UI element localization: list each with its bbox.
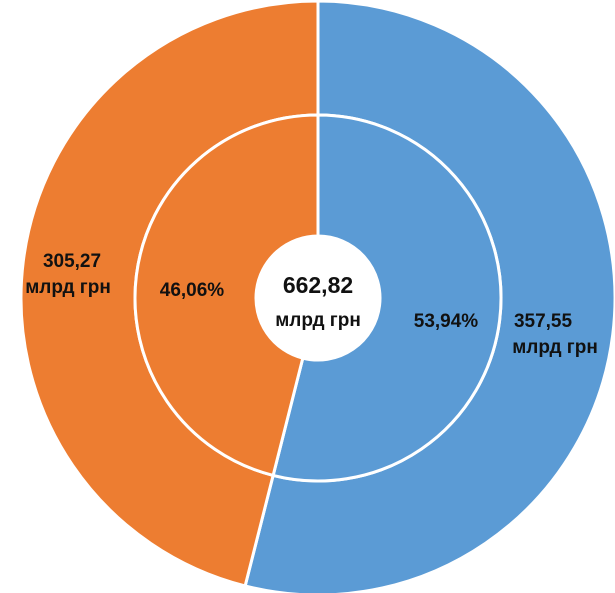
value-label: 53,94%	[414, 311, 479, 332]
center-unit: млрд грн	[275, 310, 361, 331]
ring-segment	[133, 113, 320, 478]
value-label: 357,55	[514, 311, 573, 332]
unit-label: млрд грн	[512, 337, 598, 358]
value-label: 46,06%	[160, 280, 225, 301]
unit-label: млрд грн	[25, 277, 111, 298]
center-total: 662,82	[283, 272, 353, 298]
ring-segment	[271, 113, 503, 483]
value-label: 305,27	[43, 251, 101, 272]
